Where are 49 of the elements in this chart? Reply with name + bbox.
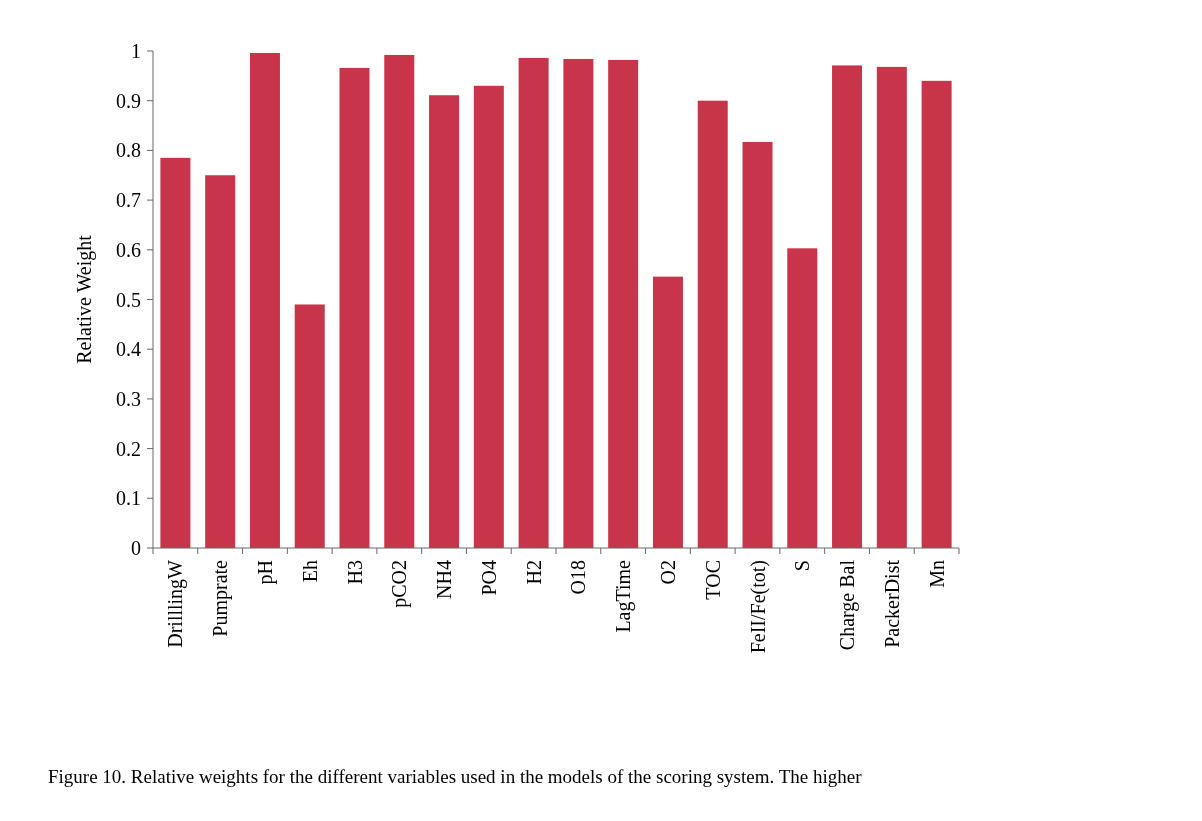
x-tick-label: PO4 — [477, 560, 500, 596]
bar — [652, 276, 683, 548]
x-tick-label: DrilllingW — [164, 559, 188, 648]
x-tick-label: H2 — [522, 560, 545, 585]
y-tick-label: 0 — [131, 537, 141, 559]
x-tick-label: PackerDist — [880, 559, 903, 648]
bar — [429, 95, 460, 548]
bar — [518, 57, 549, 548]
bar — [160, 157, 191, 548]
bar — [205, 175, 236, 548]
bar — [384, 54, 415, 548]
x-tick-label: O18 — [567, 560, 590, 595]
bar — [339, 67, 370, 548]
bar — [832, 65, 863, 548]
x-tick-label: FeII/Fe(tot) — [746, 560, 770, 654]
x-tick-label: Charge Bal — [836, 559, 860, 651]
y-tick-label: 0.4 — [116, 338, 141, 361]
bar — [697, 100, 728, 548]
y-tick-label: 0.1 — [116, 487, 141, 510]
y-axis-title: Relative Weight — [73, 234, 96, 364]
y-tick-label: 0.3 — [116, 387, 141, 410]
x-tick-label: O2 — [656, 560, 679, 585]
x-tick-label: LagTime — [612, 559, 636, 633]
x-tick-label: Mn — [925, 560, 948, 588]
y-tick-label: 1 — [131, 40, 141, 62]
x-tick-label: H3 — [343, 560, 366, 585]
bar — [608, 59, 639, 548]
x-tick-label: TOC — [701, 560, 724, 600]
y-tick-label: 0.6 — [116, 238, 141, 261]
y-tick-label: 0.8 — [116, 139, 141, 162]
bar — [787, 248, 818, 548]
bar — [473, 85, 504, 548]
bar — [249, 52, 280, 548]
bar — [294, 304, 325, 548]
caption: Figure 10. Relative weights for the different variables used in the models of the scoring system. The higher — [48, 766, 863, 787]
x-tick-label: pCO2 — [388, 560, 412, 608]
x-tick-label: Eh — [298, 560, 321, 583]
x-tick-label: S — [791, 560, 814, 572]
x-tick-label: Pumprate — [209, 559, 233, 637]
y-tick-label: 0.2 — [116, 437, 141, 460]
y-tick-label: 0.9 — [116, 89, 141, 112]
x-tick-label: NH4 — [433, 560, 456, 599]
y-tick-label: 0.7 — [116, 189, 141, 212]
bar — [921, 80, 952, 548]
bar — [563, 58, 594, 548]
bar — [742, 141, 773, 548]
bar — [876, 66, 907, 548]
y-tick-label: 0.5 — [116, 288, 141, 311]
x-tick-label: pH — [253, 560, 277, 585]
